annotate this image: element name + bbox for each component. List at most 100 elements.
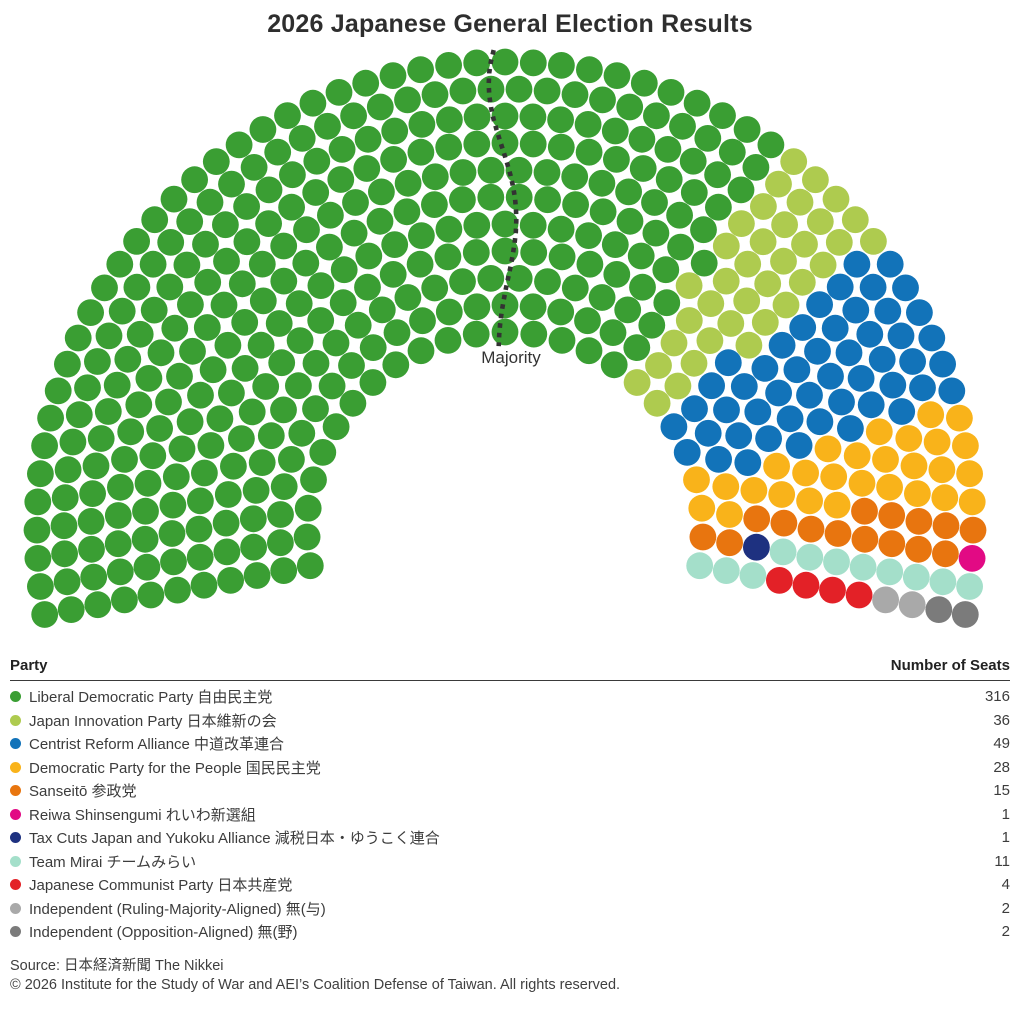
seat-dot <box>951 601 979 628</box>
seat-dot <box>293 216 320 244</box>
seat-dot <box>938 377 966 405</box>
seat-count: 36 <box>993 711 1010 729</box>
seat-dot <box>519 211 547 239</box>
seat-dot <box>959 516 987 544</box>
seat-dot <box>270 473 298 500</box>
seat-dot <box>642 219 670 247</box>
seat-dot <box>54 350 81 378</box>
seat-dot <box>826 273 854 301</box>
party-label: Centrist Reform Alliance 中道改革連合 <box>29 736 285 754</box>
seat-dot <box>270 396 297 424</box>
seat-dot <box>379 261 407 288</box>
seat-dot <box>743 533 770 561</box>
seat-dot <box>303 147 331 175</box>
seat-dot <box>802 166 829 194</box>
seat-dot <box>669 112 696 140</box>
seat-dot <box>769 538 797 566</box>
election-results-page: 2026 Japanese General Election Results M… <box>0 10 1020 995</box>
seat-count: 1 <box>1001 829 1010 847</box>
seat-dot <box>857 391 885 419</box>
seat-dot <box>835 339 863 367</box>
seat-dot <box>735 331 763 359</box>
seat-dot <box>210 291 238 319</box>
seat-dot <box>780 148 808 175</box>
seat-dot <box>155 388 182 416</box>
seat-dot <box>690 216 717 244</box>
footer: Source: 日本経済新聞 The Nikkei © 2026 Institu… <box>10 957 1010 995</box>
seat-dot <box>285 290 313 317</box>
seat-dot <box>74 374 101 402</box>
seat-dot <box>751 309 779 336</box>
seat-dot <box>923 428 951 456</box>
seat-dot <box>588 284 616 311</box>
copyright-line: © 2026 Institute for the Study of War an… <box>10 976 621 993</box>
seat-dot <box>837 415 864 442</box>
seat-dot <box>876 250 904 278</box>
seat-dot <box>757 131 785 159</box>
seat-dot <box>874 297 902 325</box>
seat-dot <box>406 250 434 278</box>
seat-dot <box>338 352 365 379</box>
seat-dot <box>309 439 337 466</box>
seat-dot <box>233 193 260 220</box>
seat-dot <box>574 307 601 335</box>
seat-dot <box>231 309 259 336</box>
seat-dot <box>248 449 276 476</box>
seat-dot <box>381 231 409 258</box>
seat-dot <box>168 435 196 463</box>
seat-dot <box>435 52 462 79</box>
legend-row: Sanseitō 参政党 15 <box>10 779 1010 803</box>
seat-dot <box>255 210 282 238</box>
seat-dot <box>561 274 589 302</box>
seat-dot <box>274 102 301 129</box>
seat-dot <box>268 349 296 377</box>
seat-dot <box>436 106 463 134</box>
seat-dot <box>879 371 907 399</box>
seat-dot <box>876 558 904 586</box>
legend-row: Independent (Ruling-Majority-Aligned) 無(… <box>10 897 1010 921</box>
seat-dot <box>407 56 434 84</box>
seat-dot <box>288 419 316 447</box>
seat-dot <box>77 508 105 535</box>
seat-dot <box>712 473 740 500</box>
seat-dot <box>381 117 409 145</box>
seat-dot <box>265 310 293 337</box>
source-line: Source: 日本経済新聞 The Nikkei <box>10 957 224 974</box>
seat-dot <box>218 170 245 198</box>
seat-dot <box>600 351 628 379</box>
seat-dot <box>434 327 462 354</box>
seat-dot <box>125 391 153 419</box>
seat-count: 28 <box>993 758 1010 776</box>
seat-dot <box>270 267 298 295</box>
seat-dot <box>95 322 123 350</box>
seat-dot <box>872 586 899 614</box>
majority-label: Majority <box>481 348 541 367</box>
seat-dot <box>806 291 833 318</box>
seat-dot <box>603 62 631 89</box>
seat-dot <box>675 272 703 299</box>
seat-dot <box>196 188 224 216</box>
seat-dot <box>929 568 957 596</box>
seat-dot <box>407 138 435 166</box>
seat-dot <box>491 129 519 157</box>
seat-dot <box>918 324 946 352</box>
seat-dot <box>108 297 136 325</box>
seat-dot <box>325 79 353 106</box>
seat-dot <box>809 251 837 279</box>
seat-dot <box>932 540 959 568</box>
seat-dot <box>330 256 358 284</box>
seat-dot <box>616 207 644 235</box>
seat-dot <box>575 138 603 166</box>
seat-dot <box>851 525 879 553</box>
seat-dot <box>733 287 761 315</box>
seat-dot <box>681 395 708 423</box>
seat-dot <box>264 138 292 166</box>
seat-dot <box>520 239 548 266</box>
seat-dot <box>159 491 187 519</box>
seat-dot <box>520 320 548 348</box>
parliament-chart: Majority <box>23 48 987 628</box>
party-color-dot <box>10 738 21 750</box>
seat-dot <box>785 432 813 459</box>
seat-dot <box>278 193 305 221</box>
seat-dot <box>716 501 743 528</box>
